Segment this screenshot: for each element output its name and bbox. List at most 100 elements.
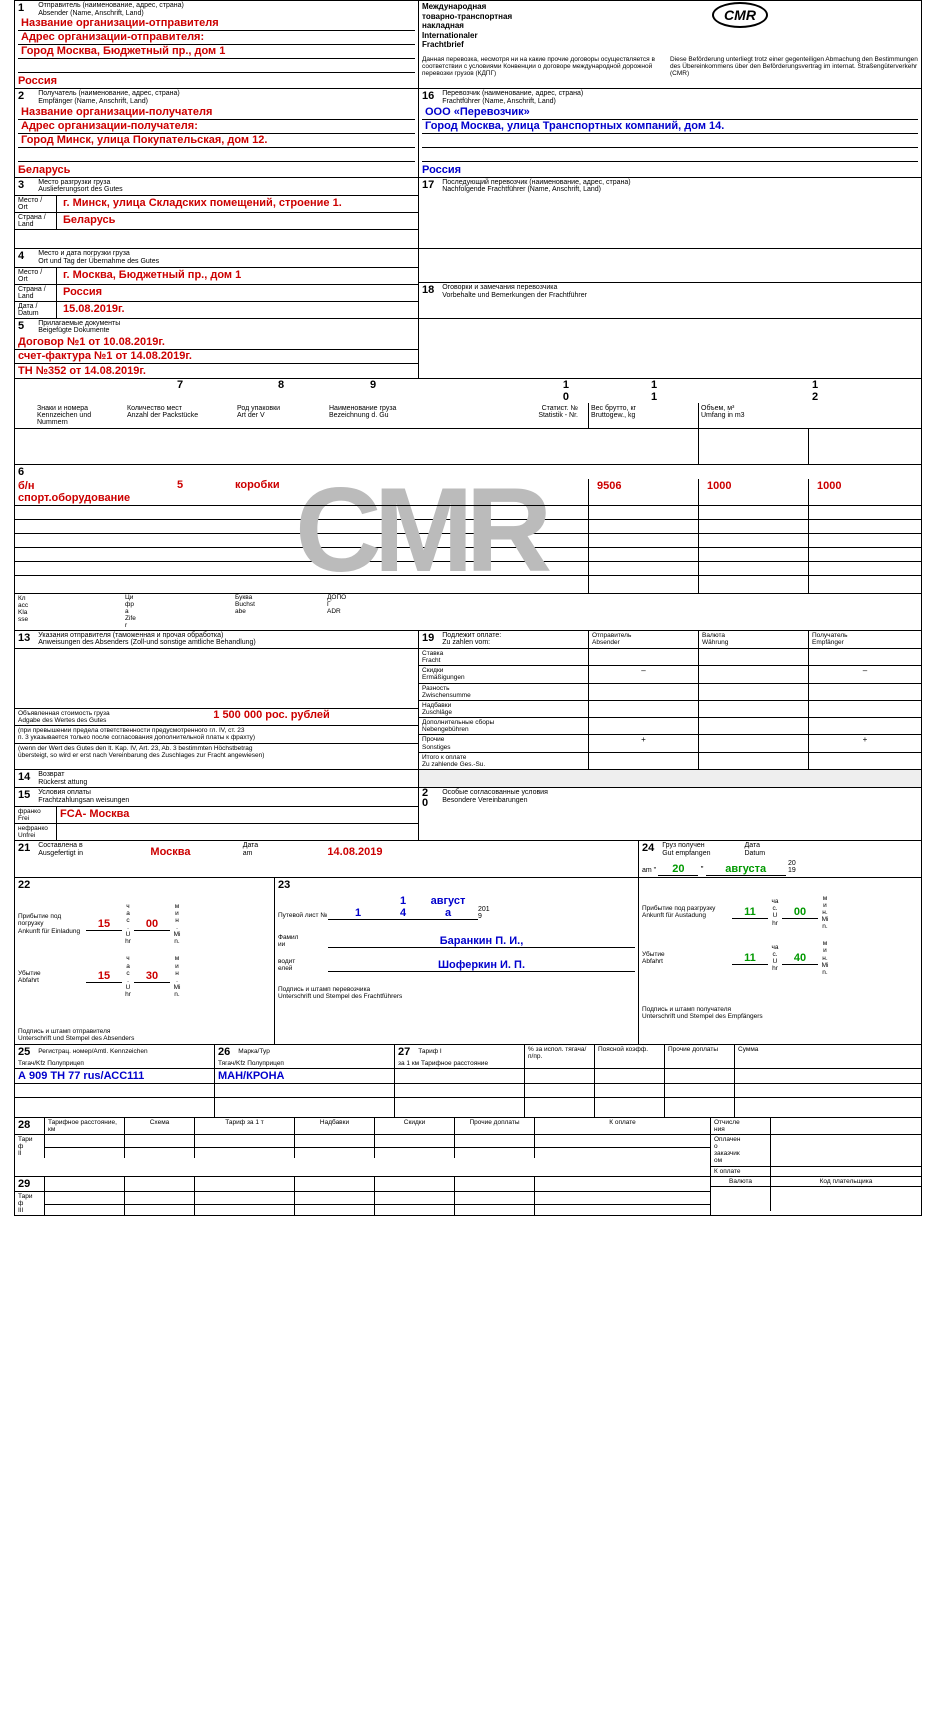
class-zifer: Ци фр а Zife r: [125, 594, 235, 630]
hdr-ru1: Международная: [422, 2, 486, 11]
box24-num: 24: [642, 842, 660, 854]
cmr-logo: CMR: [712, 2, 768, 28]
r-zw: Разность Zwischensumme: [419, 684, 589, 700]
recv-name: Название организации-получателя: [21, 106, 212, 118]
box3-label: Место разгрузки груза Auslieferungsort d…: [38, 179, 122, 194]
box13-num: 13: [18, 632, 36, 644]
c28-5: Прочие доплаты: [455, 1118, 535, 1134]
c28-3: Надбавки: [295, 1118, 375, 1134]
box5-label: Прилагаемые документы Beigefügte Dokumen…: [38, 320, 120, 335]
unload-place: г. Минск, улица Складских помещений, стр…: [63, 197, 342, 209]
unload-dep-h: 11: [732, 952, 768, 965]
unload-arr-h: 11: [732, 906, 768, 919]
sender-addr: Город Москва, Бюджетный пр., дом 1: [21, 45, 225, 57]
fam-lbl: Фамил ии: [278, 934, 328, 948]
box22-dep: Убытие Abfahrt: [18, 970, 86, 984]
col10-num: 1 0: [419, 379, 599, 403]
col12-hdr: Объем, м³ Umfang in m3: [699, 403, 921, 428]
doc3: ТН №352 от 14.08.2019г.: [18, 365, 146, 377]
recv-addr-label: Адрес организации-получателя:: [21, 120, 198, 132]
class-klasse: Кл асс Kla sse: [15, 594, 125, 630]
surname2: Шоферкин И. П.: [328, 959, 635, 972]
box18-num: 18: [422, 284, 440, 296]
carrier-name: ООО «Перевозчик»: [425, 106, 530, 118]
box28-num: 28: [18, 1119, 36, 1131]
box4-num: 4: [18, 250, 36, 262]
c27-1: % за испол. тягача/п/пр.: [525, 1045, 595, 1068]
carrier-addr: Город Москва, улица Транспортных компани…: [425, 120, 724, 132]
col7-num: 7: [125, 379, 235, 403]
unload-dep-m: 40: [782, 952, 818, 965]
recv-addr: Город Минск, улица Покупательская, дом 1…: [21, 134, 267, 146]
box25-label: Регистрац. номер/Amtl. Kennzeichen Тягач…: [18, 1048, 148, 1067]
col9-num: 9: [327, 379, 419, 403]
issued-date: 14.08.2019: [285, 846, 425, 858]
load-dep-m: 30: [134, 970, 170, 983]
box15-num: 15: [18, 789, 36, 801]
c29-1: Валюта: [711, 1177, 771, 1186]
box26-num: 26: [218, 1046, 236, 1058]
c28-6: К оплате: [535, 1118, 710, 1134]
waybill-lbl: Путевой лист №: [278, 912, 328, 919]
box19-sender: Отправитель Absender: [589, 631, 699, 648]
c27-3: Прочие доплаты: [665, 1045, 735, 1068]
r-zu: Надбавки Zuschläge: [419, 701, 589, 717]
wb-day: 1 4: [388, 895, 418, 920]
unload-arr-m: 00: [782, 906, 818, 919]
box17-num: 17: [422, 179, 440, 191]
box1-num: 1: [18, 2, 36, 14]
class-adr: ДОПО Г ADR: [327, 594, 419, 630]
r-fracht: Ставка Fracht: [419, 649, 589, 665]
col8-hdr: Род упаковки Art der V: [235, 403, 327, 428]
reg-number: А 909 ТН 77 rus/АСС111: [15, 1069, 215, 1083]
goods-qty: 5: [125, 479, 235, 505]
wb-month: август а: [418, 895, 478, 920]
r-son: Прочие Sonstiges: [419, 735, 589, 751]
box20-num: 2 0: [422, 789, 440, 809]
hdr-ru2: товарно-транспортная: [422, 12, 512, 21]
wb-year: 201 9: [478, 906, 490, 920]
surname1: Баранкин П. И.,: [328, 935, 635, 948]
box15-label: Условия оплаты Frachtzahlungsan weisunge…: [38, 789, 129, 804]
load-arr-m: 00: [134, 918, 170, 931]
col11-hdr: Вес брутто, кг Bruttogew., kg: [589, 403, 699, 428]
vehicle-type: МАН/КРОНА: [215, 1069, 395, 1083]
box19-label: Подлежит оплате: Zu zahlen vom:: [442, 632, 501, 647]
r-total: Итого к оплате Zu zahlende Ges.-Su.: [419, 753, 589, 769]
r-neb: Дополнительные сборы Nebengebühren: [419, 718, 589, 734]
class-buchst: Буква Buchst abe: [235, 594, 327, 630]
col7-hdr: Количество мест Anzahl der Packstücke: [125, 403, 235, 428]
box4-label: Место и дата погрузки груза Ort und Tag …: [38, 250, 159, 265]
box20-label: Особые согласованные условия Besondere V…: [442, 789, 548, 804]
col9-hdr: Наименование груза Bezeichnung d. Gu: [327, 403, 419, 428]
box22-num: 22: [18, 879, 36, 891]
cmr-form: CMR 1 Отправитель (наименование, адрес, …: [14, 0, 922, 1216]
box3-place-lbl: Место / Ort: [15, 196, 57, 212]
hdr-ru3: накладная: [422, 21, 464, 30]
recv-year: 20 19: [788, 860, 796, 874]
load-place: г. Москва, Бюджетный пр., дом 1: [63, 269, 241, 281]
unfrei-lbl: нефранко Unfrei: [15, 824, 57, 840]
box2-label: Получатель (наименование, адрес, страна)…: [38, 90, 180, 105]
col11-num: 1 1: [599, 379, 709, 403]
box1-label: Отправитель (наименование, адрес, страна…: [38, 2, 184, 17]
box22-sig: Подпись и штамп отправителя Unterschrift…: [18, 1028, 271, 1042]
box24-date-lbl: Дата Datum: [744, 842, 784, 857]
issued-city: Москва: [100, 846, 240, 858]
goods-desc: спорт.оборудование: [18, 492, 130, 504]
col8-num: 8: [235, 379, 327, 403]
sender-addr-label: Адрес организации-отправителя:: [21, 31, 204, 43]
box25-num: 25: [18, 1046, 36, 1058]
box6-num: 6: [18, 466, 36, 478]
am-lbl: am ": [642, 867, 656, 874]
box3-num: 3: [18, 179, 36, 191]
legal-note-ru: Данная перевозка, несмотря ни на какие п…: [422, 56, 670, 77]
box3-country-lbl: Страна / Land: [15, 213, 57, 229]
franko-lbl: франко Frei: [15, 807, 57, 823]
payment-terms: FCA- Москва: [60, 808, 129, 820]
c27-2: Поясной коэфф.: [595, 1045, 665, 1068]
r-erm: Скидки Ermäßigungen: [419, 666, 589, 682]
sender-name: Название организации-отправителя: [21, 17, 219, 29]
box4-country-lbl: Страна / Land: [15, 285, 57, 301]
box13-label: Указания отправителя (таможенная и проча…: [38, 632, 256, 647]
